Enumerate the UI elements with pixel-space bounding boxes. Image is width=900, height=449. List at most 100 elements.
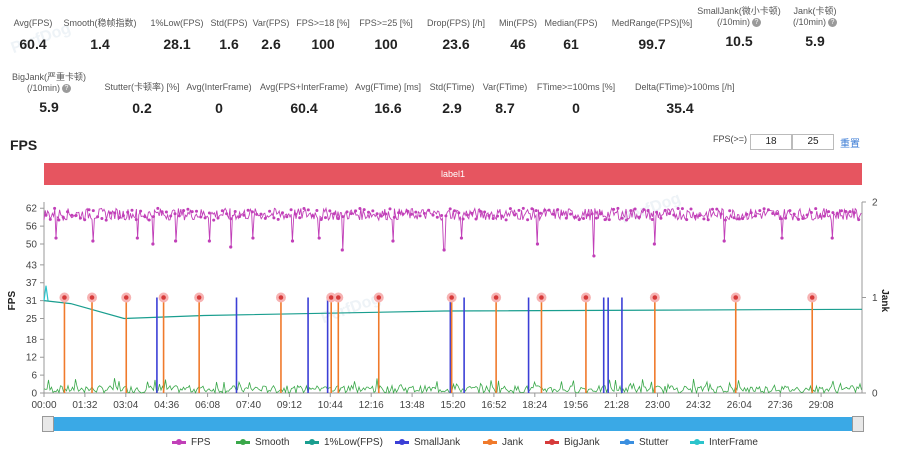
fps-point bbox=[147, 218, 151, 222]
fps-point bbox=[341, 215, 345, 219]
fps-point bbox=[113, 211, 117, 215]
fps-point bbox=[229, 217, 233, 221]
fps-dip-point bbox=[54, 236, 58, 240]
fps-point bbox=[577, 218, 581, 222]
fps-point bbox=[293, 212, 297, 216]
fps-point bbox=[616, 206, 620, 210]
legend-swatch bbox=[305, 438, 319, 445]
fps-point bbox=[392, 215, 396, 219]
legend-swatch bbox=[545, 438, 559, 445]
fps-point bbox=[805, 213, 809, 217]
fps-point bbox=[797, 217, 800, 221]
stat-label: Smooth(稳帧指数) bbox=[63, 18, 137, 28]
bigjank-marker bbox=[278, 295, 284, 300]
x-tick-label: 03:04 bbox=[113, 400, 138, 411]
fps-point bbox=[672, 213, 676, 217]
fps-threshold-high-input[interactable]: 25 bbox=[792, 134, 834, 150]
stat-value: 60.4 bbox=[290, 100, 318, 116]
fps-point bbox=[676, 207, 680, 211]
fps-point bbox=[83, 218, 87, 222]
fps-point bbox=[358, 207, 362, 211]
fps-point bbox=[418, 214, 422, 218]
legend-item[interactable]: 1%Low(FPS) bbox=[305, 437, 383, 448]
fps-point bbox=[612, 207, 616, 211]
fps-point bbox=[762, 207, 766, 211]
y-tick-label: 25 bbox=[26, 314, 38, 325]
legend-item[interactable]: InterFrame bbox=[690, 437, 758, 448]
help-icon[interactable]: ? bbox=[62, 84, 71, 94]
fps-threshold-low-input[interactable]: 18 bbox=[750, 134, 792, 150]
slider-right-handle[interactable] bbox=[852, 416, 864, 432]
y-tick-label: 50 bbox=[26, 240, 38, 251]
fps-point bbox=[134, 218, 138, 222]
fps-point bbox=[57, 218, 61, 222]
legend-item[interactable]: FPS bbox=[172, 437, 210, 448]
fps-point bbox=[53, 206, 57, 210]
help-icon[interactable]: ? bbox=[752, 18, 761, 28]
stat-label: Min(FPS) bbox=[499, 18, 537, 28]
fps-point bbox=[736, 217, 740, 221]
stat-label: 1%Low(FPS) bbox=[150, 18, 204, 28]
fps-point bbox=[814, 207, 818, 211]
fps-point bbox=[212, 218, 216, 222]
legend-item[interactable]: BigJank bbox=[545, 437, 600, 448]
stat-value: 28.1 bbox=[163, 36, 191, 52]
fps-point bbox=[87, 208, 91, 212]
legend-item[interactable]: Smooth bbox=[236, 437, 289, 448]
fps-point bbox=[655, 210, 659, 214]
stat-label: MedRange(FPS)[%] bbox=[611, 18, 693, 28]
legend-item[interactable]: Jank bbox=[483, 437, 523, 448]
label-bar[interactable]: label1 bbox=[44, 163, 862, 185]
fps-point bbox=[500, 214, 504, 218]
fps-point bbox=[706, 218, 710, 222]
fps-point bbox=[835, 212, 839, 216]
time-range-slider[interactable] bbox=[42, 416, 864, 432]
reset-link[interactable]: 重置 bbox=[840, 139, 860, 150]
fps-point bbox=[603, 218, 607, 222]
fps-point bbox=[431, 213, 435, 217]
fps-dip-point bbox=[652, 242, 656, 246]
stat-4: Avg(FTime) [ms] 16.6 bbox=[343, 82, 433, 116]
stat-label: Avg(FPS+InterFrame) bbox=[259, 82, 349, 92]
stat-value: 2.9 bbox=[442, 100, 462, 116]
fps-point bbox=[801, 217, 805, 221]
stat-value: 35.4 bbox=[666, 100, 694, 116]
help-icon[interactable]: ? bbox=[828, 18, 837, 28]
x-tick-label: 18:24 bbox=[522, 400, 547, 411]
legend-item[interactable]: Stutter bbox=[620, 437, 668, 448]
fps-point bbox=[315, 209, 319, 213]
fps-point bbox=[857, 218, 861, 222]
stat-label: Avg(InterFrame) bbox=[186, 82, 252, 92]
fps-point bbox=[336, 217, 340, 221]
bigjank-marker bbox=[376, 295, 382, 300]
fps-point bbox=[207, 211, 211, 215]
bigjank-marker bbox=[539, 295, 544, 300]
legend-swatch bbox=[236, 438, 250, 445]
x-tick-label: 06:08 bbox=[195, 400, 220, 411]
fps-point bbox=[504, 218, 508, 222]
legend-label: 1%Low(FPS) bbox=[324, 437, 383, 448]
fps-point bbox=[539, 211, 542, 215]
slider-left-handle[interactable] bbox=[42, 416, 54, 432]
stat-label: FPS>=25 [%] bbox=[359, 18, 413, 28]
fps-point bbox=[711, 207, 714, 211]
fps-point bbox=[483, 210, 487, 214]
fps-point bbox=[126, 210, 130, 214]
stat-value: 1.4 bbox=[90, 36, 110, 52]
fps-point bbox=[521, 206, 525, 210]
fps-point bbox=[375, 212, 379, 216]
stat-value: 46 bbox=[510, 36, 526, 52]
stat-7: FTime>=100ms [%] 0 bbox=[531, 82, 621, 116]
x-tick-label: 00:00 bbox=[31, 400, 56, 411]
fps-point bbox=[827, 210, 831, 214]
fps-point bbox=[633, 207, 637, 211]
x-tick-label: 04:36 bbox=[154, 400, 179, 411]
fps-point bbox=[831, 211, 835, 215]
stat-value: 5.9 bbox=[39, 99, 59, 115]
fps-point bbox=[586, 213, 590, 217]
legend-item[interactable]: SmallJank bbox=[395, 437, 460, 448]
fps-point bbox=[715, 207, 719, 211]
stat-3: Std(FPS) 1.6 bbox=[184, 18, 274, 52]
fps-point bbox=[784, 216, 788, 220]
